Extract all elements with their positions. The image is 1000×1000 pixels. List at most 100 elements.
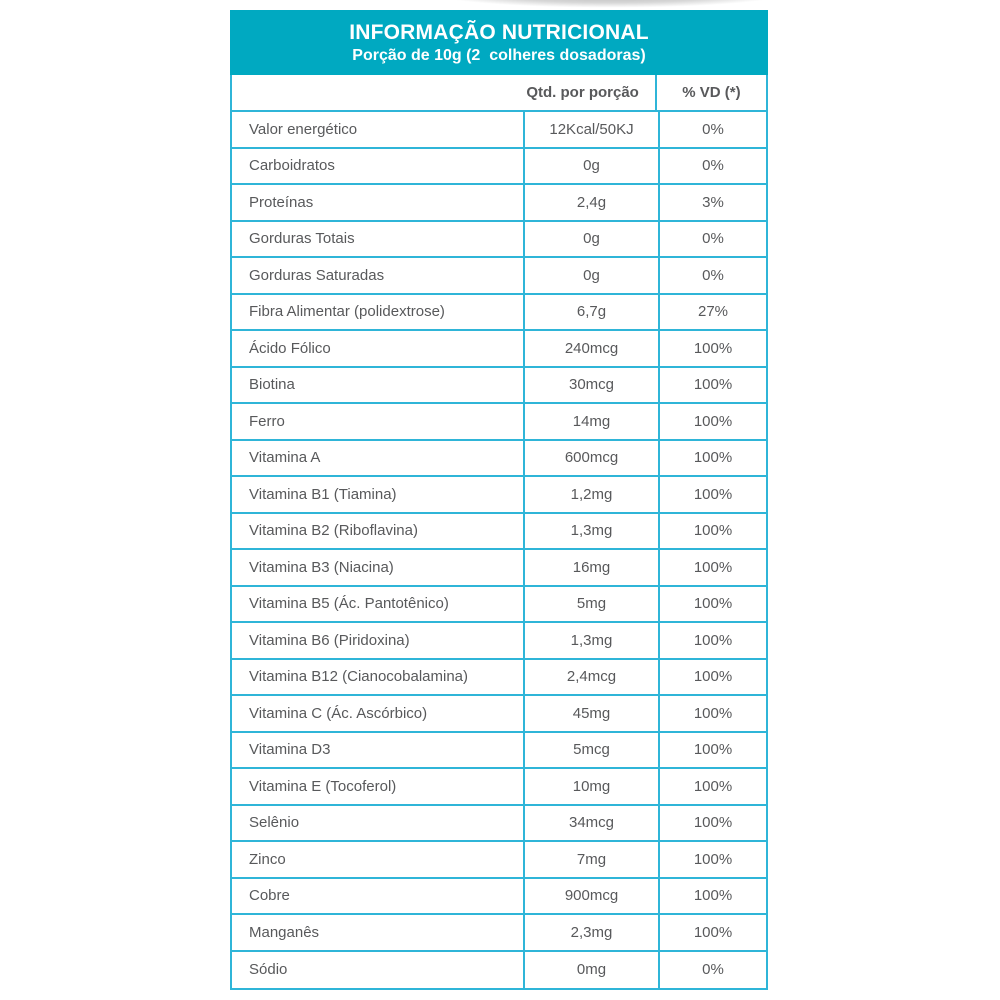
- table-row: Carboidratos 0g 0%: [232, 148, 766, 185]
- table-title-band: INFORMAÇÃO NUTRICIONAL Porção de 10g (2 …: [230, 10, 768, 75]
- nutrient-daily-value: 100%: [658, 440, 766, 475]
- nutrient-daily-value: 100%: [658, 586, 766, 621]
- column-header-row: Qtd. por porção % VD (*): [232, 75, 766, 112]
- nutrient-name: Valor energético: [249, 120, 358, 138]
- table-row: Vitamina B5 (Ác. Pantotênico) 5mg 100%: [232, 586, 766, 623]
- nutrient-name: Fibra Alimentar (polidextrose): [249, 303, 445, 321]
- table-row: Vitamina C (Ác. Ascórbico) 45mg 100%: [232, 696, 766, 733]
- nutrient-name: Cobre: [249, 887, 290, 905]
- table-row: Valor energético 12Kcal/50KJ 0%: [232, 112, 766, 149]
- table-title: INFORMAÇÃO NUTRICIONAL: [349, 20, 649, 44]
- nutrient-daily-value: 100%: [658, 550, 766, 585]
- nutrition-facts-table: INFORMAÇÃO NUTRICIONAL Porção de 10g (2 …: [230, 10, 768, 990]
- vd-column-header: % VD (*): [654, 75, 766, 110]
- nutrient-quantity: 5mg: [523, 586, 658, 621]
- nutrient-name: Sódio: [249, 961, 288, 979]
- nutrient-daily-value: 100%: [658, 331, 766, 366]
- nutrient-daily-value: 100%: [658, 769, 766, 804]
- nutrient-daily-value: 100%: [658, 805, 766, 840]
- nutrient-name: Vitamina B3 (Niacina): [249, 558, 394, 576]
- nutrient-name: Selênio: [249, 814, 300, 832]
- nutrient-quantity: 2,4g: [523, 185, 658, 220]
- table-row: Vitamina E (Tocoferol) 10mg 100%: [232, 769, 766, 806]
- nutrient-quantity: 45mg: [523, 696, 658, 731]
- nutrient-name: Carboidratos: [249, 157, 335, 175]
- nutrient-quantity: 600mcg: [523, 440, 658, 475]
- nutrient-name: Gorduras Totais: [249, 230, 355, 248]
- nutrient-name: Vitamina B6 (Piridoxina): [249, 631, 410, 649]
- nutrient-daily-value: 0%: [658, 951, 766, 988]
- nutrient-quantity: 5mcg: [523, 732, 658, 767]
- nutrient-name: Vitamina B2 (Riboflavina): [249, 522, 418, 540]
- table-row: Sódio 0mg 0%: [232, 951, 766, 988]
- nutrient-quantity: 12Kcal/50KJ: [523, 112, 658, 147]
- nutrient-daily-value: 100%: [658, 513, 766, 548]
- table-row: Cobre 900mcg 100%: [232, 878, 766, 915]
- table-row: Ferro 14mg 100%: [232, 404, 766, 441]
- table-row: Zinco 7mg 100%: [232, 842, 766, 879]
- nutrient-name: Proteínas: [249, 193, 314, 211]
- serving-size-subtitle: Porção de 10g (2 colheres dosadoras): [352, 46, 646, 64]
- nutrient-name: Vitamina B12 (Cianocobalamina): [249, 668, 469, 686]
- table-row: Gorduras Totais 0g 0%: [232, 221, 766, 258]
- nutrient-daily-value: 100%: [658, 367, 766, 402]
- table-row: Manganês 2,3mg 100%: [232, 915, 766, 952]
- table-row: Vitamina A 600mcg 100%: [232, 440, 766, 477]
- nutrient-quantity: 2,3mg: [523, 915, 658, 950]
- table-row: Vitamina B6 (Piridoxina) 1,3mg 100%: [232, 623, 766, 660]
- nutrient-daily-value: 100%: [658, 878, 766, 913]
- nutrient-daily-value: 27%: [658, 294, 766, 329]
- table-row: Fibra Alimentar (polidextrose) 6,7g 27%: [232, 294, 766, 331]
- nutrient-daily-value: 100%: [658, 477, 766, 512]
- nutrient-quantity: 900mcg: [523, 878, 658, 913]
- nutrient-daily-value: 3%: [658, 185, 766, 220]
- nutrient-daily-value: 100%: [658, 623, 766, 658]
- cropped-image-edge: [415, 0, 805, 9]
- table-row: Vitamina B2 (Riboflavina) 1,3mg 100%: [232, 513, 766, 550]
- nutrient-quantity: 34mcg: [523, 805, 658, 840]
- nutrient-name: Manganês: [249, 923, 320, 941]
- nutrient-daily-value: 100%: [658, 659, 766, 694]
- nutrient-quantity: 240mcg: [523, 331, 658, 366]
- nutrient-quantity: 2,4mcg: [523, 659, 658, 694]
- table-row: Vitamina B3 (Niacina) 16mg 100%: [232, 550, 766, 587]
- nutrient-quantity: 0g: [523, 258, 658, 293]
- nutrient-quantity: 0g: [523, 221, 658, 256]
- nutrient-quantity: 10mg: [523, 769, 658, 804]
- nutrient-name: Vitamina E (Tocoferol): [249, 777, 397, 795]
- nutrient-name: Gorduras Saturadas: [249, 266, 385, 284]
- nutrient-quantity: 0g: [523, 148, 658, 183]
- table-row: Vitamina B1 (Tiamina) 1,2mg 100%: [232, 477, 766, 514]
- nutrient-daily-value: 0%: [658, 221, 766, 256]
- nutrient-name: Vitamina C (Ác. Ascórbico): [249, 704, 428, 722]
- nutrient-name: Vitamina B5 (Ác. Pantotênico): [249, 595, 449, 613]
- table-row: Biotina 30mcg 100%: [232, 367, 766, 404]
- nutrient-quantity: 16mg: [523, 550, 658, 585]
- nutrient-daily-value: 100%: [658, 404, 766, 439]
- nutrient-daily-value: 0%: [658, 148, 766, 183]
- nutrient-quantity: 1,3mg: [523, 513, 658, 548]
- table-row: Gorduras Saturadas 0g 0%: [232, 258, 766, 295]
- table-row: Vitamina D3 5mcg 100%: [232, 732, 766, 769]
- table-row: Selênio 34mcg 100%: [232, 805, 766, 842]
- nutrient-name: Zinco: [249, 850, 286, 868]
- table-body: Valor energético 12Kcal/50KJ 0% Carboidrato…: [232, 112, 766, 988]
- nutrient-quantity: 1,3mg: [523, 623, 658, 658]
- nutrient-quantity: 6,7g: [523, 294, 658, 329]
- nutrition-grid: Qtd. por porção % VD (*) Valor energétic…: [230, 75, 768, 990]
- nutrient-quantity: 0mg: [523, 951, 658, 988]
- nutrient-name: Biotina: [249, 376, 295, 394]
- table-row: Vitamina B12 (Cianocobalamina) 2,4mcg 100%: [232, 659, 766, 696]
- table-row: Proteínas 2,4g 3%: [232, 185, 766, 222]
- nutrient-name: Ferro: [249, 412, 285, 430]
- nutrient-daily-value: 100%: [658, 915, 766, 950]
- nutrient-name: Vitamina A: [249, 449, 321, 467]
- nutrient-daily-value: 100%: [658, 696, 766, 731]
- nutrient-daily-value: 100%: [658, 842, 766, 877]
- nutrient-name: Vitamina B1 (Tiamina): [249, 485, 397, 503]
- qty-column-header: Qtd. por porção: [526, 84, 639, 101]
- nutrient-name: Ácido Fólico: [249, 339, 331, 357]
- nutrient-daily-value: 100%: [658, 732, 766, 767]
- nutrient-quantity: 30mcg: [523, 367, 658, 402]
- nutrient-name: Vitamina D3: [249, 741, 331, 759]
